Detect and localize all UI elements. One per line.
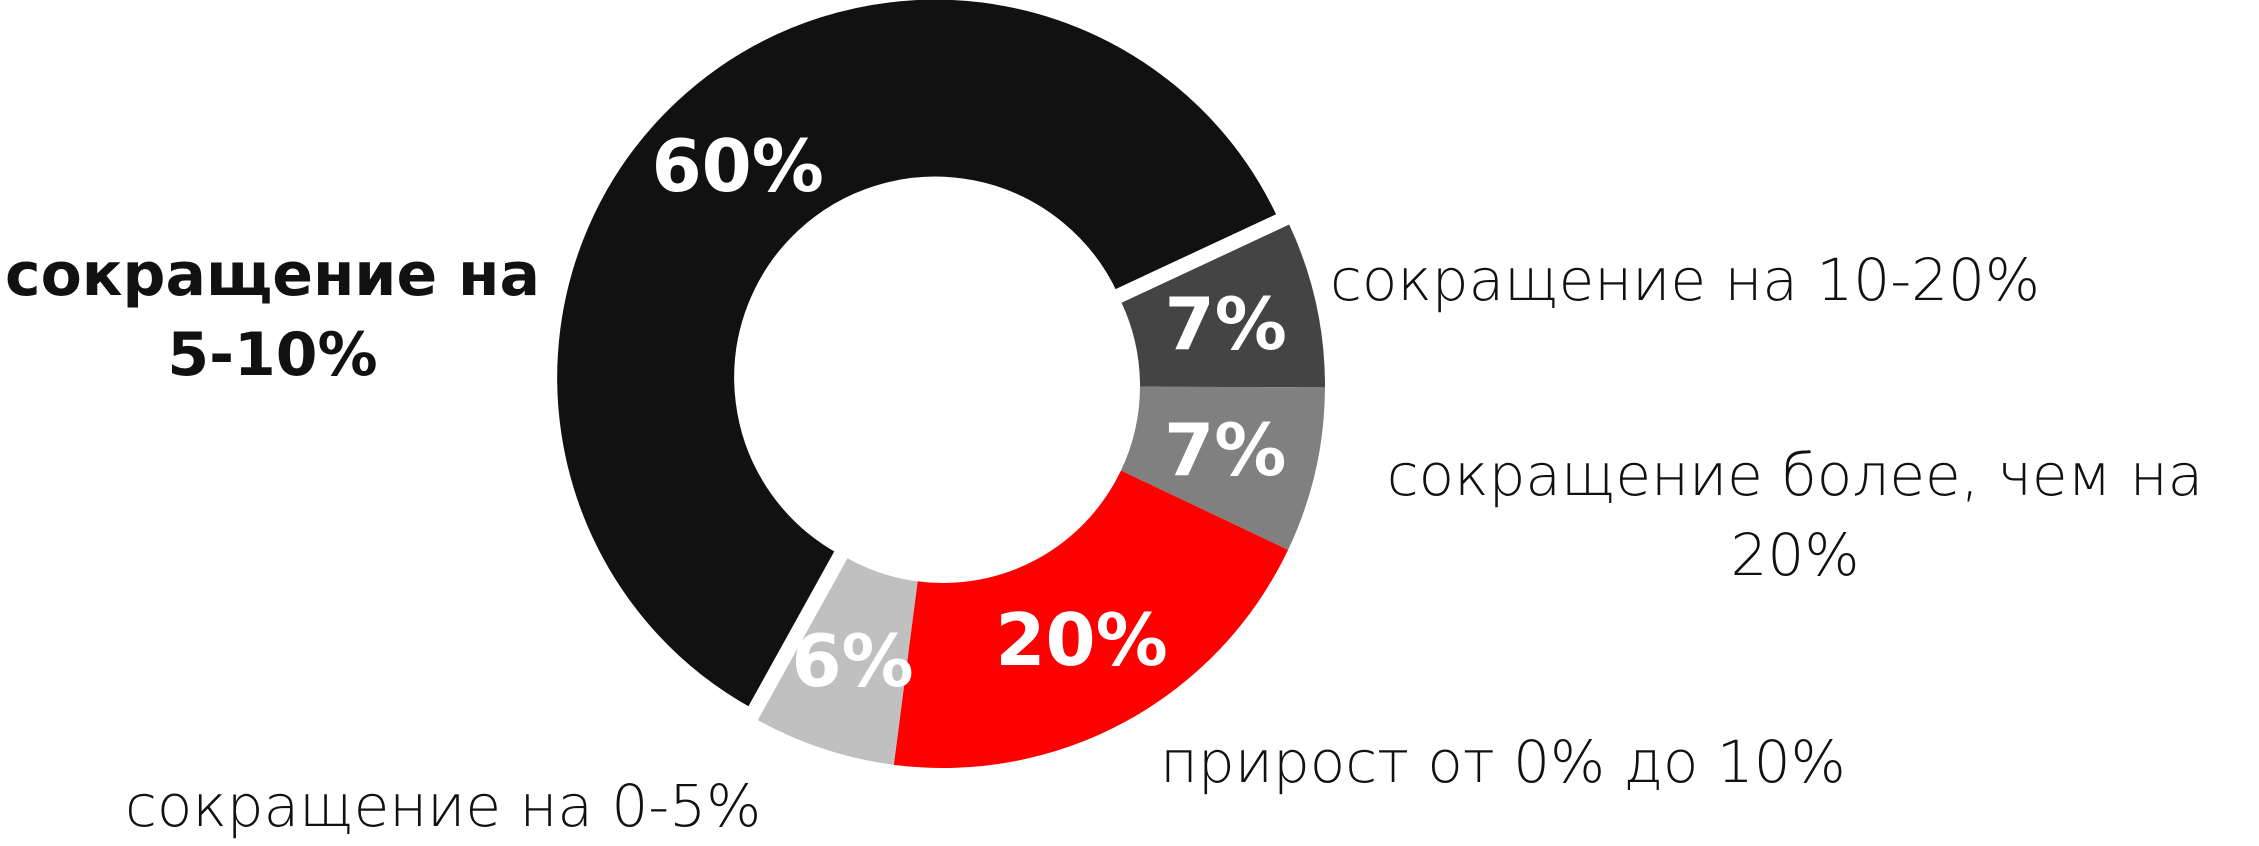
donut-slice (757, 558, 918, 765)
value-label: 20% (995, 598, 1167, 682)
category-label: сокращение на 5-10% (5, 240, 540, 390)
category-label: сокращение на 10-20% (1330, 246, 2041, 314)
donut-slice (1121, 224, 1325, 388)
donut-slice (549, 0, 1287, 718)
category-label: сокращение на 0-5% (125, 772, 762, 840)
donut-slice (893, 470, 1289, 768)
category-label: сокращение более, чем на 20% (1386, 441, 2204, 589)
value-label: 6% (791, 619, 913, 703)
category-label: прирост от 0% до 10% (1160, 728, 1846, 796)
value-label: 60% (652, 124, 824, 208)
donut-slice (1120, 386, 1325, 550)
value-label: 7% (1164, 408, 1286, 492)
value-label: 7% (1165, 282, 1287, 366)
